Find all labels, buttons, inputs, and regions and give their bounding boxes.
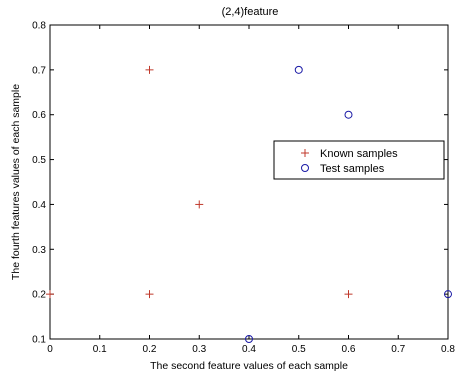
y-axis-label: The fourth features values of each sampl…: [10, 84, 22, 280]
data-points: [46, 65, 452, 343]
x-tick-label: 0.1: [93, 344, 107, 355]
y-tick-label: 0.6: [32, 110, 46, 121]
y-axis: 0.1 0.2 0.3 0.4 0.5 0.6 0.7 0.8: [32, 21, 448, 346]
y-tick-label: 0.1: [32, 335, 46, 346]
test-sample-point: [294, 65, 303, 74]
legend: Known samples Test samples: [273, 140, 445, 180]
legend-label: Test samples: [320, 163, 385, 175]
y-tick-label: 0.4: [32, 200, 46, 211]
chart-title: (2,4)feature: [222, 6, 279, 18]
known-sample-point: [195, 200, 204, 209]
y-tick-label: 0.3: [32, 245, 46, 256]
x-tick-label: 0.6: [342, 344, 356, 355]
plot-area: [49, 24, 449, 340]
x-tick-label: 0.7: [391, 344, 405, 355]
y-tick-label: 0.5: [32, 155, 46, 166]
legend-box: [273, 140, 445, 180]
test-sample-point: [444, 290, 452, 299]
known-sample-point: [145, 290, 154, 299]
test-sample-point: [344, 110, 353, 119]
x-tick-label: 0.4: [242, 344, 256, 355]
legend-label: Known samples: [320, 148, 398, 160]
x-tick-label: 0.8: [441, 344, 455, 355]
test-sample-point: [245, 335, 253, 343]
y-tick-label: 0.8: [32, 21, 46, 32]
x-tick-label: 0.3: [192, 344, 206, 355]
legend-marker-known: [301, 149, 309, 157]
x-tick-label: 0.2: [143, 344, 157, 355]
x-tick-label: 0.5: [292, 344, 306, 355]
y-tick-label: 0.7: [32, 65, 46, 76]
x-axis-label: The second feature values of each sample: [150, 360, 348, 372]
known-sample-point: [344, 290, 353, 299]
x-tick-label: 0: [47, 344, 53, 355]
legend-marker-test: [301, 164, 309, 172]
known-sample-point: [145, 65, 154, 74]
known-sample-point: [46, 290, 54, 299]
x-axis: 0 0.1 0.2 0.3 0.4 0.5 0.6 0.7 0.8: [47, 25, 455, 355]
y-tick-label: 0.2: [32, 290, 46, 301]
